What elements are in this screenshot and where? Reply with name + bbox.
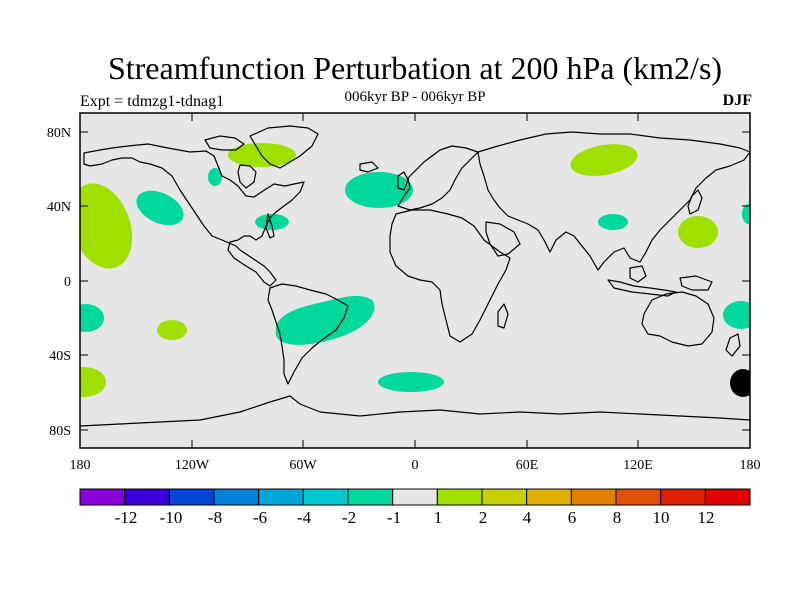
colorbar-label: 6 [568, 508, 577, 527]
colorbar-box [570, 488, 617, 506]
colorbar-box [124, 488, 170, 506]
coastline-new-zealand [725, 333, 741, 357]
contour-region [136, 190, 184, 226]
colorbar-label: -10 [160, 508, 183, 527]
colorbar-box [660, 488, 706, 506]
colorbar-label: 12 [698, 508, 715, 527]
contour-region [678, 216, 718, 248]
coastline-hudson-bay [237, 164, 257, 189]
colorbar [79, 488, 751, 506]
coastline-japan [687, 189, 703, 215]
lon-label: 120E [623, 458, 653, 473]
contour-region [275, 296, 375, 345]
contour-region [723, 301, 750, 329]
contour-region [345, 172, 413, 208]
colorbar-label: 10 [653, 508, 670, 527]
coastline-arctic-islands [204, 135, 245, 151]
colorbar-label: -4 [297, 508, 312, 527]
lon-ticks [191, 113, 639, 448]
colorbar-label: -2 [342, 508, 356, 527]
contour-region [157, 320, 187, 340]
coastline-britain [397, 171, 409, 191]
plot-title: Streamfunction Perturbation at 200 hPa (… [107, 50, 723, 86]
contour-region [378, 372, 444, 392]
contour-region [208, 168, 222, 186]
coastline-asia [477, 131, 750, 271]
lon-label: 60E [516, 458, 539, 473]
colorbar-box [704, 488, 751, 506]
contour-layer [80, 143, 750, 397]
colorbar-label: 4 [523, 508, 532, 527]
coastline-europe [397, 145, 479, 211]
contour-region [255, 214, 289, 230]
lon-label: 0 [412, 458, 419, 473]
colorbar-box [615, 488, 662, 506]
colorbar-label: -6 [253, 508, 267, 527]
contour-region [570, 144, 638, 176]
lon-label: 60W [289, 458, 317, 473]
coastline-south-america [267, 283, 349, 385]
lat-label: 40S [49, 349, 71, 364]
coastline-africa [389, 209, 511, 343]
map-background [80, 113, 750, 448]
coastline-indonesia [607, 279, 677, 297]
coastline-borneo [629, 265, 647, 283]
lat-label: 80N [47, 126, 71, 141]
colorbar-box [302, 488, 349, 506]
coastline-madagascar [497, 303, 509, 329]
coastline-north-america [83, 143, 305, 287]
colorbar-box [258, 488, 304, 506]
coastline-iceland [359, 161, 379, 173]
coastlines [80, 125, 750, 427]
coastline-australia [641, 291, 715, 347]
colorbar-label: -12 [115, 508, 138, 527]
coastline-new-guinea [679, 275, 713, 291]
lat-ticks [80, 131, 750, 431]
colorbar-label: -8 [208, 508, 222, 527]
season-label: DJF [722, 92, 752, 109]
coastline-florida [265, 213, 275, 239]
colorbar-box [347, 488, 394, 506]
lat-label: 0 [64, 275, 71, 290]
colorbar-label: -1 [387, 508, 401, 527]
colorbar-box [79, 488, 126, 506]
colorbar-box [168, 488, 215, 506]
coastline-greenland [249, 125, 319, 169]
colorbar-label: 2 [479, 508, 488, 527]
coastline-antarctica [80, 395, 750, 427]
contour-region [80, 304, 104, 332]
experiment-label: Expt = tdmzg1-tdnag1 [80, 93, 225, 110]
contour-region [730, 369, 750, 397]
contour-region [80, 367, 106, 397]
coastline-arabia [485, 221, 521, 257]
colorbar-label: 1 [434, 508, 443, 527]
contour-region [80, 183, 133, 269]
lat-label: 40N [47, 200, 71, 215]
colorbar-box [436, 488, 483, 506]
lon-label: 120W [175, 458, 210, 473]
colorbar-box [526, 488, 572, 506]
colorbar-labels: -12 -10 -8 -6 -4 -2 -1 1 2 4 6 8 10 12 [115, 508, 715, 527]
colorbar-box [392, 488, 438, 506]
plot-subtitle: 006kyr BP - 006kyr BP [344, 89, 486, 105]
lat-label: 80S [49, 424, 71, 439]
contour-region [742, 204, 750, 224]
colorbar-box [481, 488, 528, 506]
colorbar-label: 8 [613, 508, 622, 527]
contour-region [598, 214, 628, 230]
lon-label: 180 [70, 458, 91, 473]
lon-label: 180 [740, 458, 761, 473]
colorbar-box [213, 488, 260, 506]
